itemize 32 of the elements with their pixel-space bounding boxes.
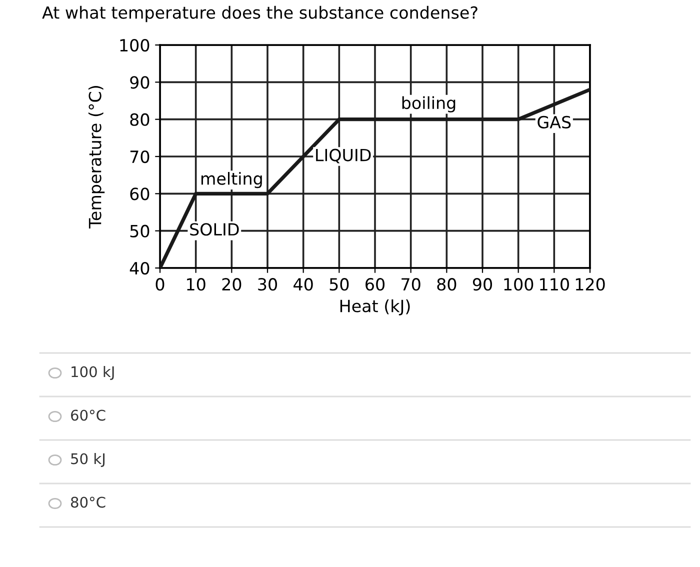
text: 60°C bbox=[71, 410, 106, 421]
text: 100 kJ bbox=[72, 366, 114, 380]
y-tick-label: 40 bbox=[130, 262, 150, 275]
x-tick-label: 70 bbox=[402, 278, 420, 291]
y-tick-label: 90 bbox=[130, 76, 150, 89]
text: 50 kJ bbox=[71, 452, 105, 467]
x-tick-label: 40 bbox=[294, 278, 313, 291]
x-tick-label: 110 bbox=[540, 278, 569, 291]
x-tick-label: 10 bbox=[187, 278, 206, 291]
y-axis-title: Temperature (°C) bbox=[88, 86, 105, 228]
x-tick-label: 60 bbox=[366, 278, 384, 291]
annotation: SOLID bbox=[190, 223, 239, 236]
annotation: GAS bbox=[538, 116, 571, 128]
annotation: melting bbox=[201, 172, 262, 188]
x-axis-title: Heat (kJ) bbox=[340, 299, 410, 316]
y-tick-label: 60 bbox=[130, 188, 150, 200]
x-tick-label: 120 bbox=[576, 278, 605, 291]
x-tick-label: 50 bbox=[330, 278, 349, 291]
annotation: LIQUID bbox=[316, 148, 371, 164]
y-tick-label: 70 bbox=[130, 150, 150, 164]
y-tick-label: 80 bbox=[130, 113, 150, 126]
y-tick-label: 50 bbox=[130, 224, 150, 238]
x-tick-label: 0 bbox=[156, 278, 164, 291]
x-tick-label: 80 bbox=[437, 278, 456, 291]
x-tick-label: 90 bbox=[472, 278, 492, 291]
annotation: boiling bbox=[402, 96, 456, 112]
chart-title: At what temperature does the substance condense? bbox=[42, 6, 478, 22]
y-tick-label: 100 bbox=[120, 38, 150, 52]
x-tick-label: 20 bbox=[222, 278, 242, 291]
text: 80°C bbox=[70, 496, 106, 508]
x-tick-label: 30 bbox=[258, 278, 277, 291]
x-tick-label: 100 bbox=[504, 278, 534, 291]
